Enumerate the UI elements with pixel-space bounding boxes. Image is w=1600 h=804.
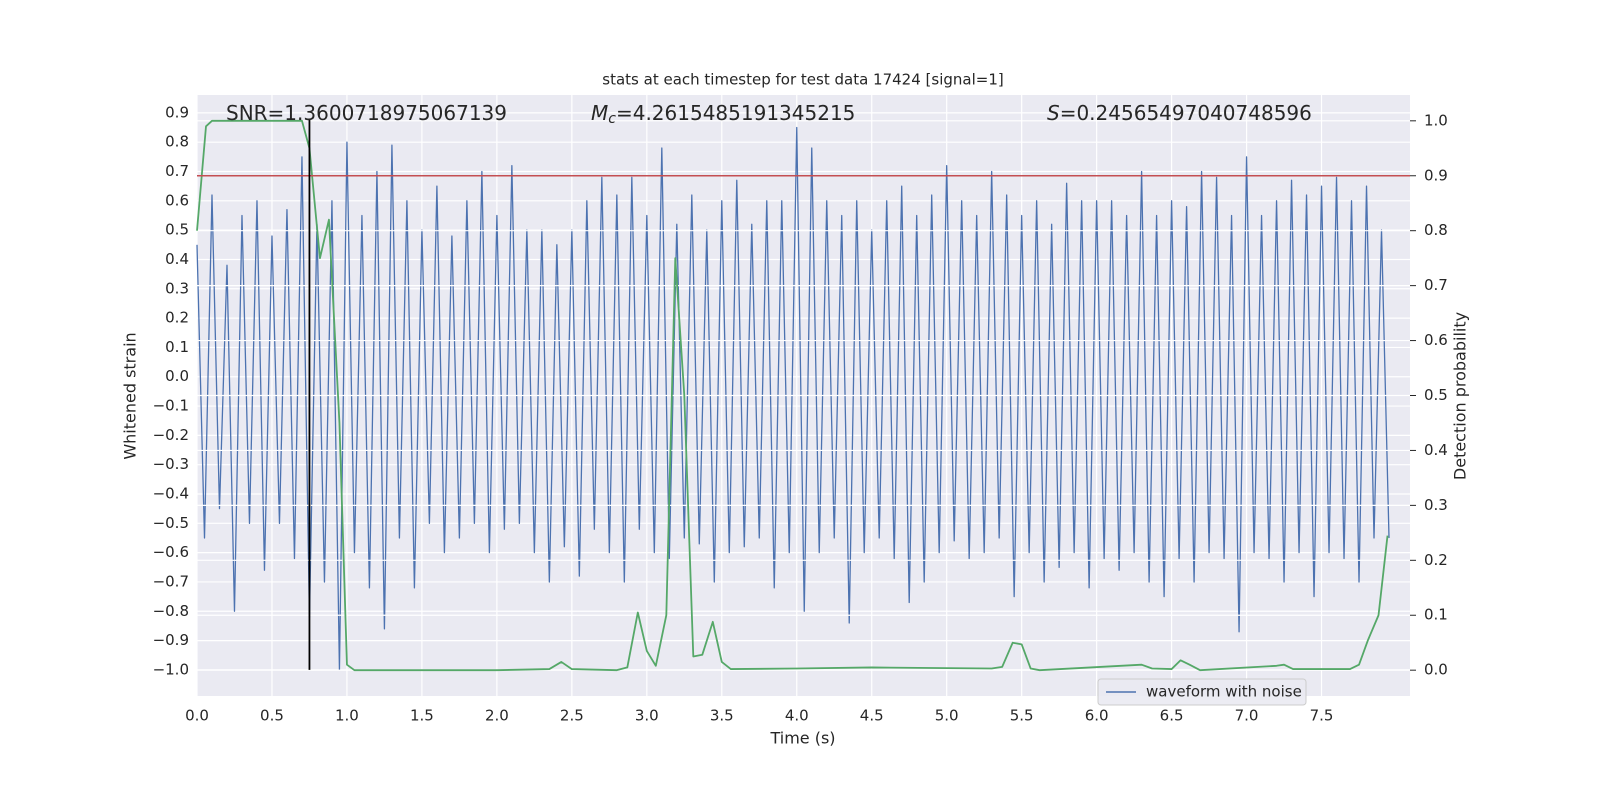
x-tick-label: 7.5 — [1310, 707, 1334, 725]
x-tick-label: 3.0 — [635, 707, 659, 725]
y-axis-label: Whitened strain — [121, 332, 140, 459]
y2-tick-label: 0.8 — [1424, 221, 1448, 239]
annotation-symbol: S — [1047, 101, 1060, 125]
y-tick-label: −0.8 — [153, 602, 189, 620]
y2-tick-label: 0.5 — [1424, 386, 1448, 404]
chart-title: stats at each timestep for test data 174… — [602, 71, 1003, 89]
legend-label: waveform with noise — [1146, 683, 1302, 701]
y2-tick-label: 0.0 — [1424, 661, 1448, 679]
annotation-subscript: c — [608, 111, 616, 127]
y2-tick-label: 0.6 — [1424, 331, 1448, 349]
x-tick-label: 6.0 — [1085, 707, 1109, 725]
y2-tick-label: 0.2 — [1424, 551, 1448, 569]
y2-tick-label: 0.9 — [1424, 166, 1448, 184]
x-tick-label: 5.5 — [1010, 707, 1034, 725]
annotation-text: =0.24565497040748596 — [1060, 101, 1312, 125]
x-tick-label: 4.0 — [785, 707, 809, 725]
annotation: Mc=4.2615485191345215 — [591, 101, 855, 128]
annotation: SNR=1.3600718975067139 — [226, 101, 507, 125]
x-axis-label: Time (s) — [769, 729, 835, 748]
y-tick-label: 0.4 — [165, 250, 189, 268]
y2-tick-label: 0.1 — [1424, 606, 1448, 624]
legend-box — [1097, 678, 1307, 706]
annotation: S=0.24565497040748596 — [1047, 101, 1312, 125]
x-tick-label: 1.5 — [410, 707, 434, 725]
annotation-text: =4.2615485191345215 — [616, 101, 855, 125]
y-tick-label: −0.1 — [153, 397, 189, 415]
y-tick-label: −0.4 — [153, 485, 189, 503]
y-tick-label: −0.5 — [153, 514, 189, 532]
y-tick-label: 0.6 — [165, 191, 189, 209]
y-tick-label: −0.9 — [153, 631, 189, 649]
series-line — [196, 119, 1389, 672]
y2-tick-label: 0.4 — [1424, 441, 1448, 459]
y-tick-label: −0.6 — [153, 543, 189, 561]
x-tick-label: 4.5 — [860, 707, 884, 725]
annotation-text: SNR=1.3600718975067139 — [226, 101, 507, 125]
x-tick-label: 0.5 — [260, 707, 284, 725]
y-tick-label: 0.3 — [165, 279, 189, 297]
y-tick-label: 0.0 — [165, 367, 189, 385]
y-tick-label: −1.0 — [153, 660, 189, 678]
y2-tick-label: 0.7 — [1424, 276, 1448, 294]
y-tick-label: 0.7 — [165, 162, 189, 180]
x-tick-label: 1.0 — [335, 707, 359, 725]
x-tick-label: 0.0 — [185, 707, 209, 725]
y-tick-label: 0.1 — [165, 338, 189, 356]
y-tick-label: −0.2 — [153, 426, 189, 444]
annotation-symbol: M — [591, 101, 608, 125]
y-tick-label: −0.7 — [153, 572, 189, 590]
y-tick-label: 0.2 — [165, 309, 189, 327]
y2-tick-label: 0.3 — [1424, 496, 1448, 514]
y2-axis-label: Detection probability — [1451, 312, 1470, 480]
y-tick-label: 0.5 — [165, 221, 189, 239]
x-tick-label: 3.5 — [710, 707, 734, 725]
y-tick-label: 0.8 — [165, 133, 189, 151]
x-tick-label: 2.5 — [560, 707, 584, 725]
x-tick-label: 2.0 — [485, 707, 509, 725]
y-tick-label: 0.9 — [165, 103, 189, 121]
y2-tick-label: 1.0 — [1424, 111, 1448, 129]
x-tick-label: 5.0 — [935, 707, 959, 725]
x-tick-label: 7.0 — [1235, 707, 1259, 725]
y-tick-label: −0.3 — [153, 455, 189, 473]
x-tick-label: 6.5 — [1160, 707, 1184, 725]
